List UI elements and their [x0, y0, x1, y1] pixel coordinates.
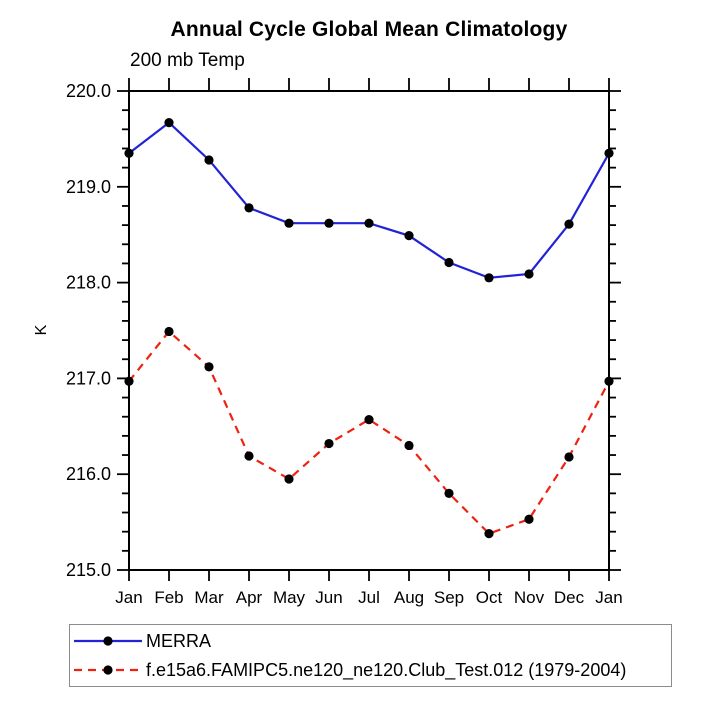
svg-text:Feb: Feb — [154, 588, 183, 607]
legend-label-model: f.e15a6.FAMIPC5.ne120_ne120.Club_Test.01… — [146, 659, 627, 680]
svg-text:Mar: Mar — [194, 588, 224, 607]
svg-text:215.0: 215.0 — [66, 560, 111, 580]
svg-text:Jan: Jan — [595, 588, 622, 607]
merra-line-sample — [74, 636, 142, 646]
svg-text:Sep: Sep — [434, 588, 464, 607]
chart-title: Annual Cycle Global Mean Climatology — [170, 18, 568, 41]
legend-item-merra: MERRA — [72, 629, 671, 653]
svg-text:Apr: Apr — [236, 588, 263, 607]
chart-subtitle: 200 mb Temp — [130, 50, 245, 71]
svg-text:Jun: Jun — [315, 588, 342, 607]
svg-text:217.0: 217.0 — [66, 368, 111, 388]
legend-item-model: f.e15a6.FAMIPC5.ne120_ne120.Club_Test.01… — [72, 658, 671, 682]
svg-text:Nov: Nov — [514, 588, 545, 607]
svg-text:Dec: Dec — [554, 588, 585, 607]
svg-text:Oct: Oct — [476, 588, 503, 607]
svg-text:216.0: 216.0 — [66, 464, 111, 484]
svg-text:219.0: 219.0 — [66, 177, 111, 197]
svg-text:220.0: 220.0 — [66, 81, 111, 101]
svg-text:Aug: Aug — [394, 588, 424, 607]
svg-text:Jul: Jul — [358, 588, 380, 607]
svg-text:Jan: Jan — [115, 588, 142, 607]
legend-label-merra: MERRA — [146, 630, 212, 651]
legend-box: MERRA f.e15a6.FAMIPC5.ne120_ne120.Club_T… — [69, 624, 672, 687]
model-line-sample — [74, 665, 142, 675]
svg-text:218.0: 218.0 — [66, 273, 111, 293]
svg-text:May: May — [273, 588, 306, 607]
